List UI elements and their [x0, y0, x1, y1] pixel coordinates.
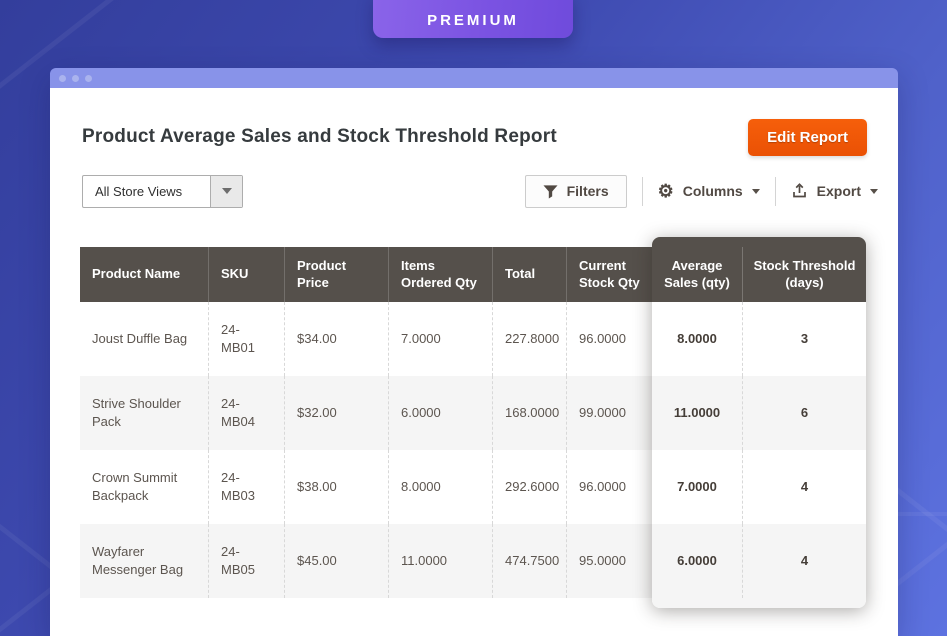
- cell-stock-threshold: 3: [742, 302, 866, 376]
- cell-current-stock: 96.0000: [566, 302, 652, 376]
- grid-toolbar: All Store Views Filters ⚙ Columns: [50, 174, 898, 208]
- premium-badge: PREMIUM: [373, 0, 573, 38]
- cell-product-price: $34.00: [284, 302, 388, 376]
- cell-product-price: $45.00: [284, 524, 388, 598]
- columns-label: Columns: [682, 183, 743, 199]
- window-titlebar: [50, 68, 898, 88]
- cell-average-sales: 7.0000: [677, 479, 717, 495]
- col-header-total[interactable]: Total: [492, 247, 566, 302]
- cell-product-price: $32.00: [284, 376, 388, 450]
- cell-items-ordered: 11.0000: [388, 524, 492, 598]
- col-header-sku[interactable]: SKU: [208, 247, 284, 302]
- cell-sku: 24-MB05: [208, 524, 284, 598]
- store-view-select[interactable]: All Store Views: [82, 174, 243, 208]
- gear-icon: ⚙: [657, 181, 674, 201]
- window-body: Product Average Sales and Stock Threshol…: [50, 88, 898, 636]
- data-grid: Product Name SKU Product Price Items Ord…: [80, 247, 866, 598]
- premium-badge-label: PREMIUM: [427, 12, 519, 29]
- cell-total: 474.7500: [492, 524, 566, 598]
- cell-average-sales: 8.0000: [677, 331, 717, 347]
- cell-total: 227.8000: [492, 302, 566, 376]
- cell-sku: 24-MB04: [208, 376, 284, 450]
- window-control-dot: [85, 74, 92, 82]
- cell-product-name: Crown Summit Backpack: [80, 450, 208, 524]
- cell-stock-threshold: 6: [742, 376, 866, 450]
- export-upload-icon: [792, 183, 806, 198]
- cell-average-sales: 11.0000: [673, 405, 721, 421]
- report-table: Product Name SKU Product Price Items Ord…: [80, 237, 866, 608]
- cell-items-ordered: 6.0000: [388, 376, 492, 450]
- edit-report-button[interactable]: Edit Report: [748, 119, 867, 156]
- store-view-dropdown-toggle[interactable]: [210, 175, 242, 207]
- columns-dropdown[interactable]: ⚙ Columns: [658, 182, 760, 200]
- col-header-product-price[interactable]: Product Price: [284, 247, 388, 302]
- app-window: Product Average Sales and Stock Threshol…: [50, 68, 898, 636]
- cell-total: 168.0000: [492, 376, 566, 450]
- chevron-down-icon: [751, 188, 760, 194]
- col-header-stock-threshold[interactable]: Stock Threshold (days): [742, 247, 866, 302]
- col-header-items-ordered[interactable]: Items Ordered Qty: [388, 247, 492, 302]
- cell-product-name: Wayfarer Messenger Bag: [80, 524, 208, 598]
- toolbar-actions: Filters ⚙ Columns Export: [524, 174, 878, 208]
- cell-sku: 24-MB01: [208, 302, 284, 376]
- cell-current-stock: 96.0000: [566, 450, 652, 524]
- cell-sku: 24-MB03: [208, 450, 284, 524]
- cell-average-sales: 6.0000: [677, 553, 717, 569]
- cell-product-name: Joust Duffle Bag: [80, 302, 208, 376]
- window-control-dot: [72, 74, 79, 82]
- cell-items-ordered: 8.0000: [388, 450, 492, 524]
- col-header-product-name[interactable]: Product Name: [80, 247, 208, 302]
- cell-items-ordered: 7.0000: [388, 302, 492, 376]
- chevron-down-icon: [221, 188, 232, 194]
- col-header-average-sales[interactable]: Average Sales (qty): [664, 258, 730, 290]
- filters-label: Filters: [566, 183, 609, 199]
- filters-button[interactable]: Filters: [524, 174, 627, 208]
- export-dropdown[interactable]: Export: [791, 183, 878, 199]
- store-view-selected-value: All Store Views: [95, 183, 183, 199]
- cell-product-name: Strive Shoulder Pack: [80, 376, 208, 450]
- window-control-dot: [59, 74, 66, 82]
- page-title: Product Average Sales and Stock Threshol…: [82, 126, 557, 147]
- col-header-current-stock[interactable]: Current Stock Qty: [566, 247, 652, 302]
- filter-funnel-icon: [543, 184, 558, 199]
- toolbar-divider: [641, 176, 643, 206]
- cell-stock-threshold: 4: [742, 450, 866, 524]
- cell-current-stock: 95.0000: [566, 524, 652, 598]
- cell-product-price: $38.00: [284, 450, 388, 524]
- cell-total: 292.6000: [492, 450, 566, 524]
- report-header: Product Average Sales and Stock Threshol…: [50, 88, 898, 156]
- chevron-down-icon: [870, 188, 878, 194]
- export-label: Export: [816, 183, 861, 199]
- cell-current-stock: 99.0000: [566, 376, 652, 450]
- toolbar-divider: [774, 176, 776, 206]
- cell-stock-threshold: 4: [742, 524, 866, 598]
